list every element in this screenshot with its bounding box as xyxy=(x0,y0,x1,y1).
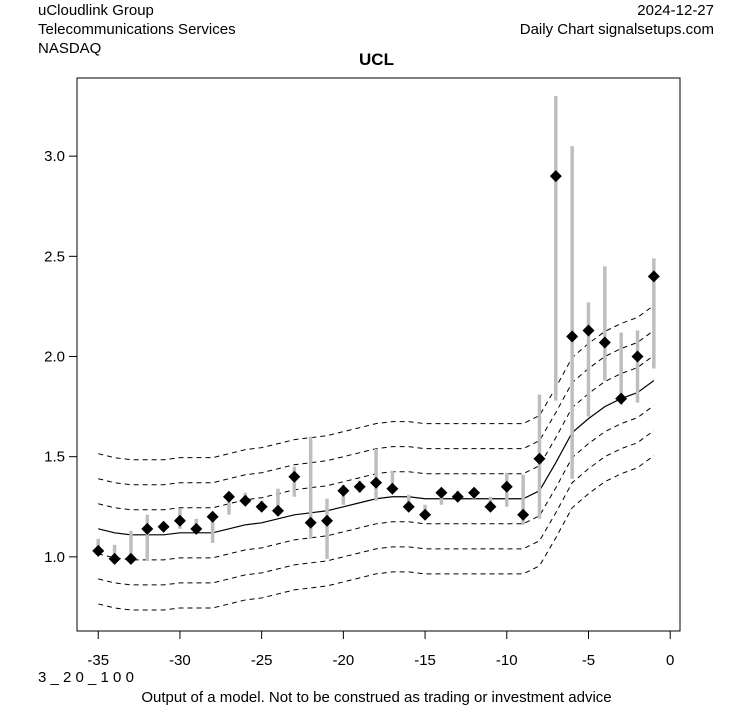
chart-date: 2024-12-27 xyxy=(637,2,714,19)
y-tick-label: 1.5 xyxy=(44,449,65,466)
close-point xyxy=(435,486,448,499)
close-point xyxy=(108,552,121,565)
close-point xyxy=(402,500,415,513)
chart-title: UCL xyxy=(359,50,394,69)
close-point xyxy=(468,486,481,499)
close-point xyxy=(222,490,235,503)
disclaimer: Output of a model. Not to be construed a… xyxy=(141,689,612,706)
company-name: uCloudlink Group xyxy=(38,2,154,19)
exchange: NASDAQ xyxy=(38,40,102,57)
x-tick-label: -5 xyxy=(582,652,595,669)
close-point xyxy=(206,510,219,523)
source: Daily Chart signalsetups.com xyxy=(519,21,714,38)
close-point xyxy=(647,270,660,283)
sector: Telecommunications Services xyxy=(38,21,236,38)
close-point xyxy=(517,508,530,521)
close-point xyxy=(598,336,611,349)
close-point xyxy=(549,170,562,183)
close-point xyxy=(272,504,284,517)
x-tick-label: -30 xyxy=(169,652,191,669)
close-point xyxy=(533,452,546,465)
close-point xyxy=(141,522,154,535)
model-band-line xyxy=(98,305,655,461)
close-point xyxy=(631,350,644,363)
close-point xyxy=(304,516,317,529)
x-tick-label: -15 xyxy=(414,652,436,669)
close-point xyxy=(451,490,464,503)
close-point xyxy=(337,484,350,497)
close-point xyxy=(615,392,628,405)
close-point xyxy=(386,482,399,495)
close-point xyxy=(124,552,137,565)
close-point xyxy=(190,522,203,535)
x-tick-label: -10 xyxy=(496,652,518,669)
close-point xyxy=(353,480,366,493)
model-code: 3 _ 2 0 _ 1 0 0 xyxy=(38,669,134,686)
close-point xyxy=(157,520,170,533)
x-tick-label: -25 xyxy=(251,652,273,669)
model-band-line xyxy=(98,405,655,561)
y-tick-label: 2.0 xyxy=(44,349,65,366)
close-point xyxy=(255,500,268,513)
close-point xyxy=(321,514,334,527)
close-point xyxy=(92,544,105,557)
model-band-line xyxy=(98,455,655,611)
close-point xyxy=(173,514,186,527)
close-point xyxy=(582,324,595,337)
plot-frame xyxy=(76,77,681,632)
close-point xyxy=(288,470,301,483)
close-point xyxy=(370,476,383,489)
close-point xyxy=(484,500,497,513)
model-band-line xyxy=(98,430,655,586)
x-tick-label: -20 xyxy=(333,652,355,669)
y-tick-label: 1.0 xyxy=(44,549,65,566)
x-tick-label: 0 xyxy=(666,652,674,669)
y-tick-label: 2.5 xyxy=(44,248,65,265)
x-tick-label: -35 xyxy=(87,652,109,669)
close-point xyxy=(500,480,513,493)
close-point xyxy=(566,330,579,343)
y-tick-label: 3.0 xyxy=(44,148,65,165)
close-point xyxy=(419,508,432,521)
close-point xyxy=(239,494,252,507)
